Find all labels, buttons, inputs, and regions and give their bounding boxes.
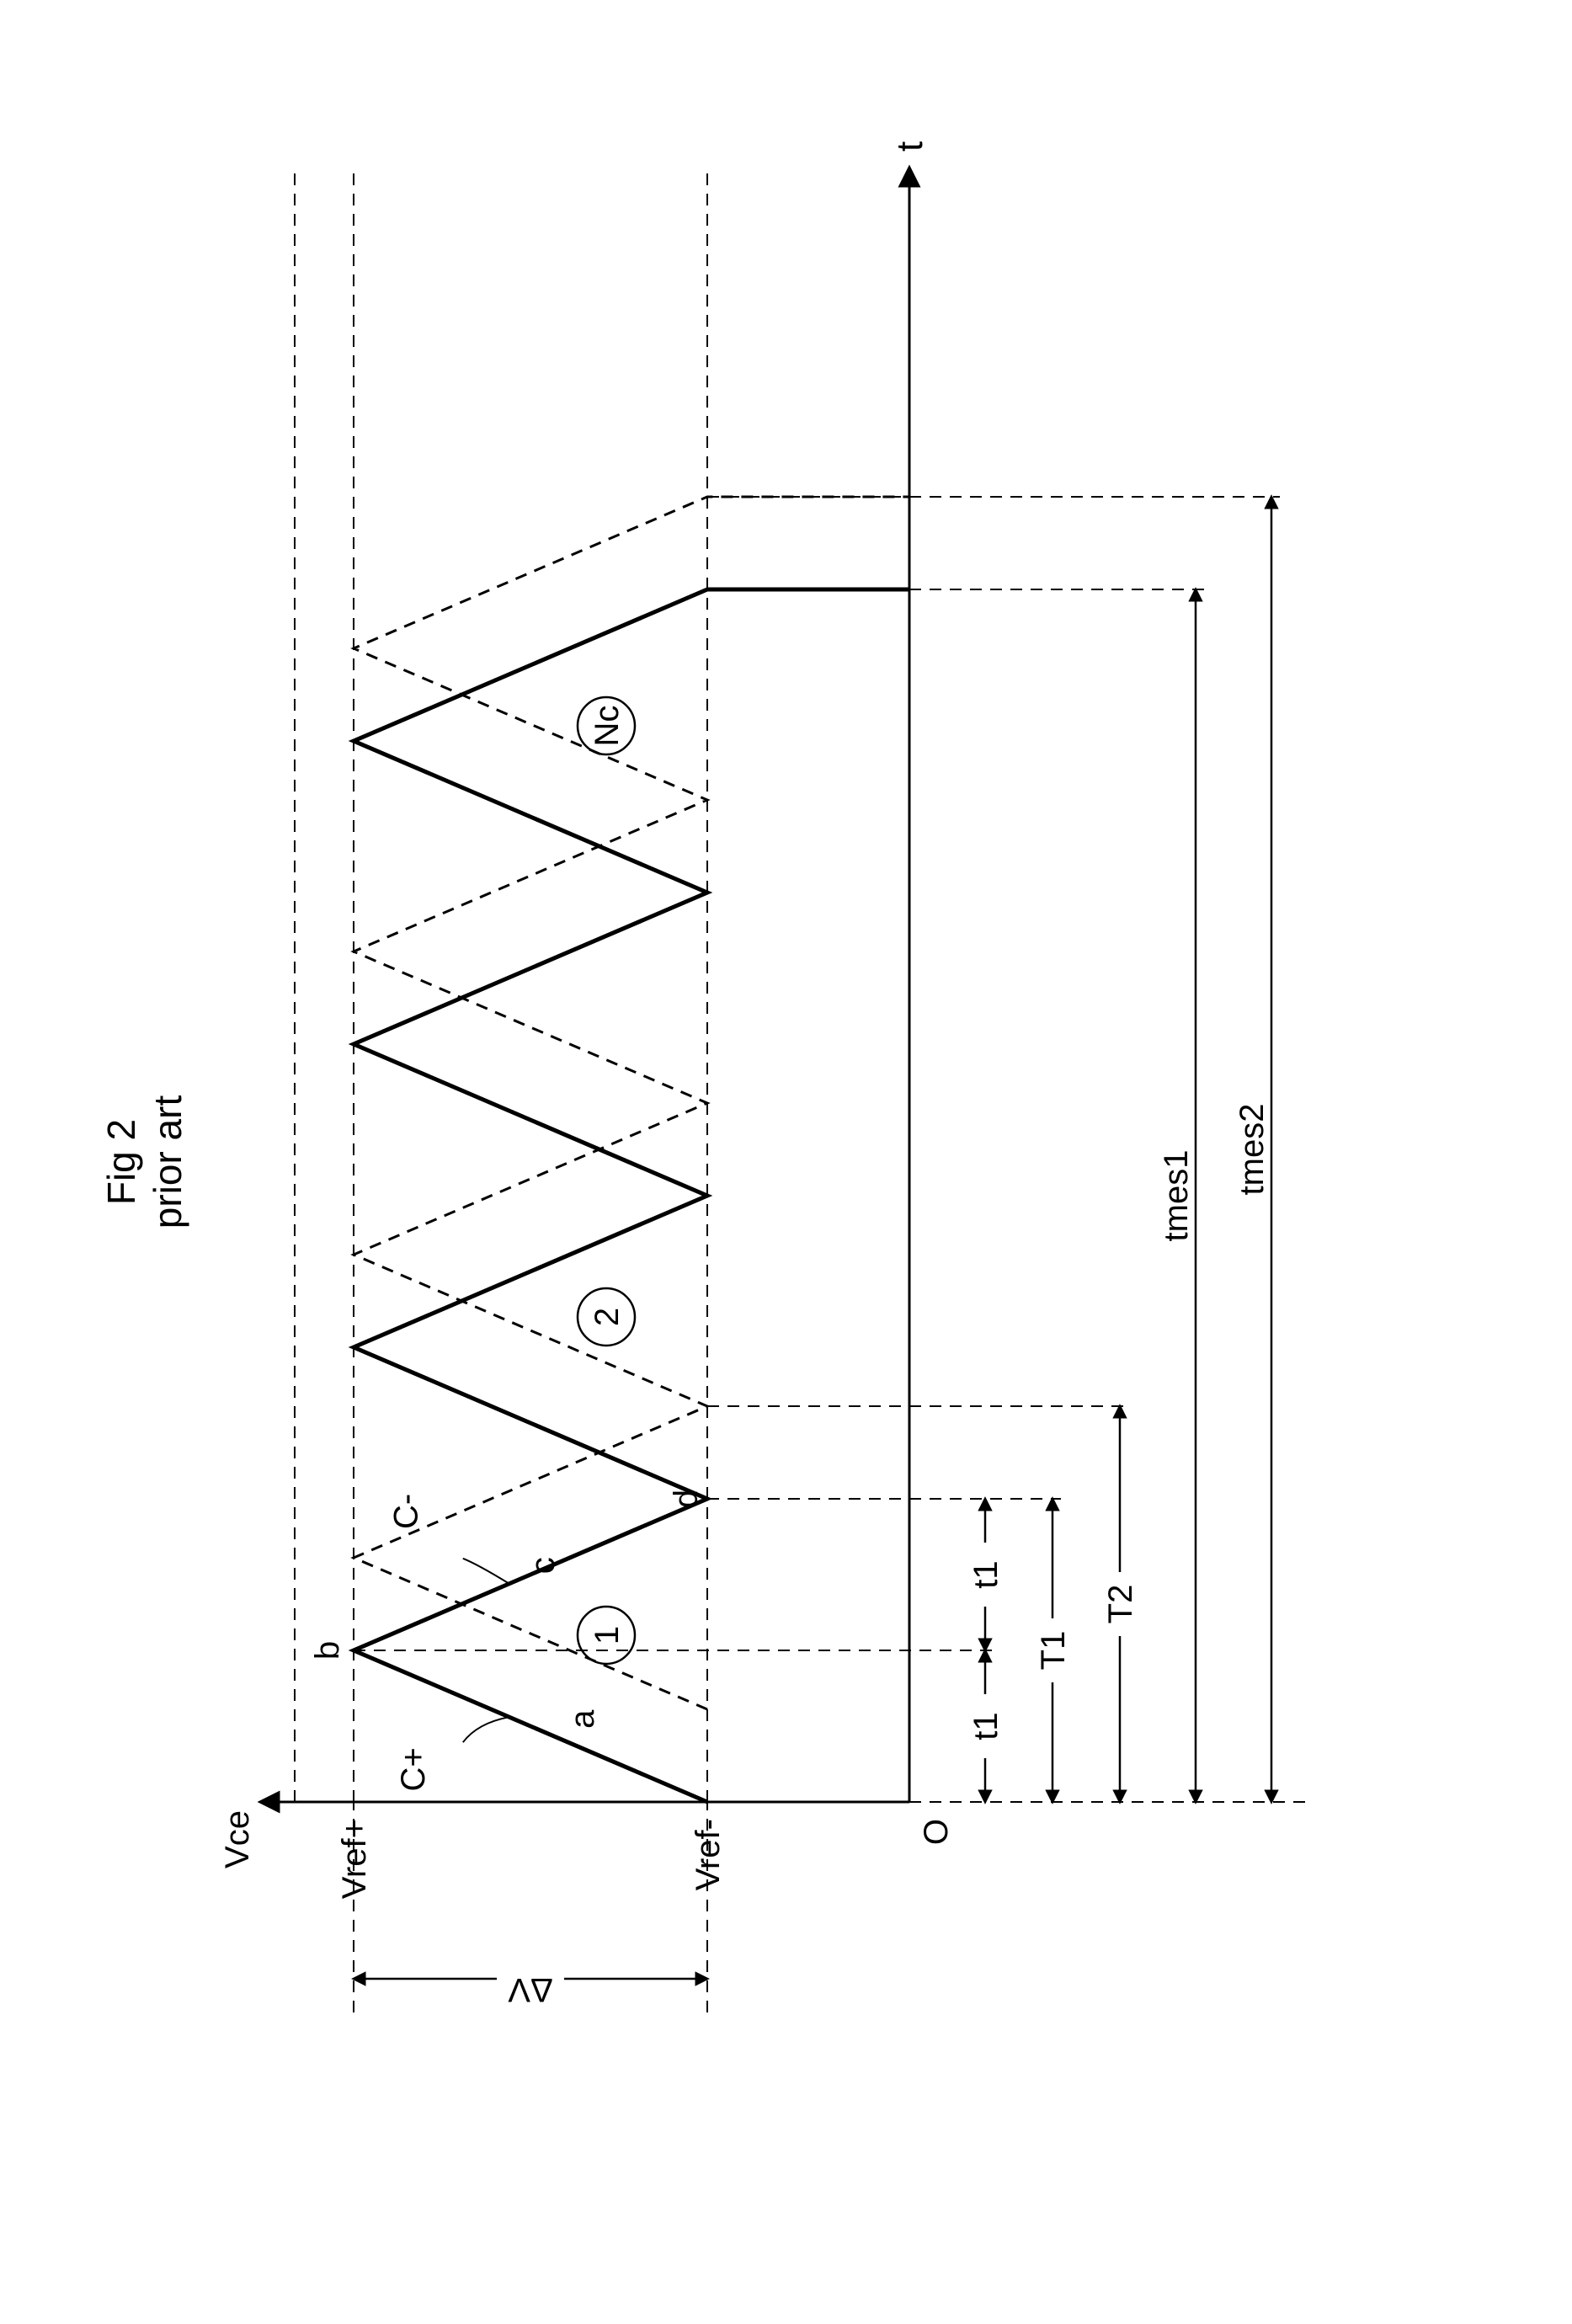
point-d: d xyxy=(668,1490,705,1508)
vref-minus-label: Vref- xyxy=(690,1819,727,1890)
svg-text:Nc: Nc xyxy=(589,706,626,747)
point-c: c xyxy=(525,1557,562,1574)
svg-text:2: 2 xyxy=(589,1308,626,1326)
svg-text:T1: T1 xyxy=(1035,1631,1072,1671)
svg-text:T2: T2 xyxy=(1102,1585,1139,1624)
origin-label: O xyxy=(918,1819,955,1845)
svg-text:1: 1 xyxy=(589,1626,626,1644)
figure-canvas: Fig 2 prior art Vce t O Vref+ Vref- ΔV a… xyxy=(0,0,1572,2324)
vref-plus-label: Vref+ xyxy=(336,1819,373,1899)
point-b: b xyxy=(309,1641,346,1660)
svg-text:ΔV: ΔV xyxy=(508,1971,553,2008)
svg-text:tmes2: tmes2 xyxy=(1234,1104,1271,1196)
svg-text:tmes1: tmes1 xyxy=(1158,1150,1195,1242)
x-axis-label: t xyxy=(889,141,930,152)
svg-text:t1: t1 xyxy=(967,1712,1004,1740)
label-cplus: C+ xyxy=(395,1747,432,1791)
label-cminus: C- xyxy=(388,1494,425,1529)
figure-title-2: prior art xyxy=(146,1095,189,1229)
y-axis-label: Vce xyxy=(219,1810,256,1868)
point-a: a xyxy=(564,1709,601,1729)
svg-text:t1: t1 xyxy=(967,1560,1004,1588)
figure-title-1: Fig 2 xyxy=(99,1119,143,1205)
